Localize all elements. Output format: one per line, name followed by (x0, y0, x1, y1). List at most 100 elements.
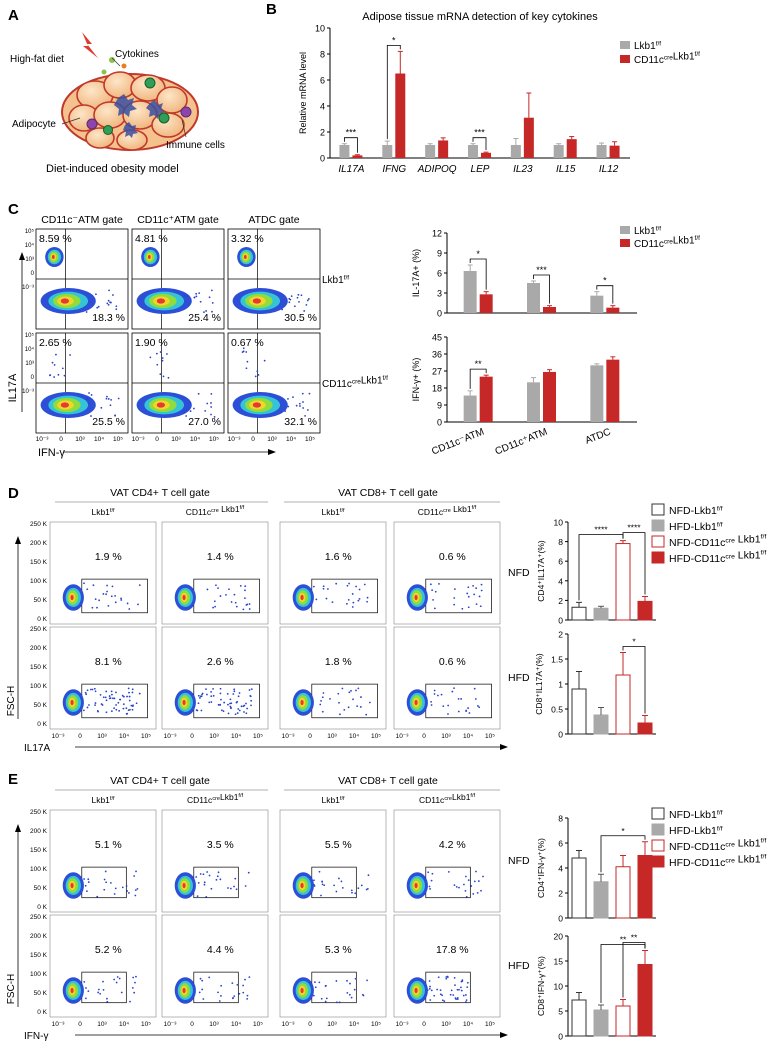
significance-bracket (533, 274, 550, 304)
event-dot (57, 373, 60, 376)
event-dot (155, 352, 158, 355)
event-dot (300, 294, 303, 297)
y-tick-label: 50 K (34, 597, 48, 604)
event-dot (206, 693, 208, 696)
event-dot (115, 308, 118, 311)
y-axis-label: Relative mRNA level (298, 52, 308, 134)
bar (481, 152, 491, 158)
event-dot (220, 995, 222, 997)
density-peak (300, 594, 304, 601)
event-dot (246, 997, 249, 1000)
density-peak (182, 882, 186, 889)
y-tick-label: 150 K (30, 952, 48, 959)
event-dot (235, 888, 238, 891)
event-dot (450, 989, 453, 992)
x-tick-label: 10⁵ (305, 436, 315, 443)
x-tick-label: 10³ (441, 1021, 451, 1028)
event-dot (107, 398, 110, 400)
y-tick-label: 10³ (25, 257, 34, 263)
event-dot (130, 704, 133, 707)
event-dot (108, 289, 110, 292)
y-axis-label: IL-17A+ (%) (411, 249, 421, 297)
plot-frame (393, 809, 501, 913)
legend-swatch (651, 807, 665, 820)
event-dot (102, 696, 105, 699)
event-dot (314, 986, 317, 989)
event-dot (107, 303, 110, 306)
event-dot (242, 984, 245, 987)
event-dot (323, 884, 326, 887)
event-dot (111, 693, 113, 696)
gate-percent: 1.4 % (207, 551, 234, 563)
y-tick-label: 10⁵ (25, 228, 35, 235)
event-dot (464, 875, 467, 878)
density-peak (252, 402, 262, 408)
y-tick-label: 0 K (37, 1009, 47, 1016)
event-dot (135, 870, 137, 873)
event-dot (433, 607, 436, 610)
y-tick-label: 8 (320, 50, 325, 60)
gate-percent: 5.5 % (325, 839, 352, 851)
event-dot (455, 886, 458, 888)
x-tick-label: 10³ (267, 436, 277, 443)
event-dot (428, 980, 431, 982)
event-dot (203, 881, 206, 884)
flow-plot: 5.2 % (49, 914, 157, 1018)
event-dot (429, 583, 432, 586)
event-dot (138, 692, 141, 695)
event-dot (101, 704, 104, 706)
density-peak (414, 987, 418, 994)
y-tick-label: 27 (432, 367, 442, 377)
event-dot (355, 585, 357, 588)
event-dot (204, 409, 207, 412)
event-dot (210, 413, 212, 416)
x-tick-label: 0 (155, 436, 159, 443)
event-dot (195, 709, 198, 711)
x-tick-label: 10⁴ (119, 733, 129, 740)
event-dot (246, 360, 249, 363)
gate-percent: 1.9 % (95, 551, 122, 563)
bar (352, 155, 363, 158)
category-label: ATDC (584, 427, 613, 447)
event-dot (233, 995, 236, 998)
event-dot (351, 593, 354, 595)
event-dot (482, 875, 484, 878)
event-dot (219, 878, 222, 881)
event-dot (87, 990, 90, 993)
event-dot (110, 301, 112, 304)
gate-percent: 5.1 % (95, 839, 122, 851)
event-dot (428, 885, 431, 888)
event-dot (210, 887, 213, 890)
bar (382, 145, 393, 158)
panel-c: C CD11c⁻ATM gate CD11c⁺ATM gate ATDC gate 8… (7, 201, 700, 459)
event-dot (352, 601, 355, 604)
event-dot (195, 876, 198, 878)
event-dot (103, 888, 106, 891)
bar (543, 307, 556, 313)
event-dot (432, 598, 434, 601)
density-peak (414, 882, 418, 889)
y-tick-label: 250 K (30, 809, 48, 816)
flow-grid-c: CD11c⁻ATM gate CD11c⁺ATM gate ATDC gate 8.5… (7, 214, 388, 459)
event-dot (115, 704, 117, 706)
column-label: CD11ccre Lkb1f/f (418, 504, 477, 517)
event-dot (475, 587, 478, 590)
significance-label: ** (475, 359, 483, 369)
event-dot (193, 407, 195, 410)
bar (615, 543, 631, 621)
event-dot (116, 976, 119, 978)
quadrant-value-upper-left: 2.65 % (39, 337, 72, 349)
density-peak (300, 987, 304, 994)
flow-grid-d: VAT CD4+ T cell gate VAT CD8+ T cell gate… (6, 487, 530, 754)
event-dot (335, 582, 338, 585)
event-dot (197, 392, 200, 395)
event-dot (245, 702, 247, 705)
bar (571, 606, 587, 621)
event-dot (83, 582, 85, 585)
density-peak (156, 402, 166, 408)
flow-plot: 4.2 % (393, 809, 501, 913)
y-tick-label: 6 (437, 269, 442, 279)
x-tick-label: 10⁵ (485, 1021, 495, 1028)
significance-label: *** (536, 265, 547, 275)
